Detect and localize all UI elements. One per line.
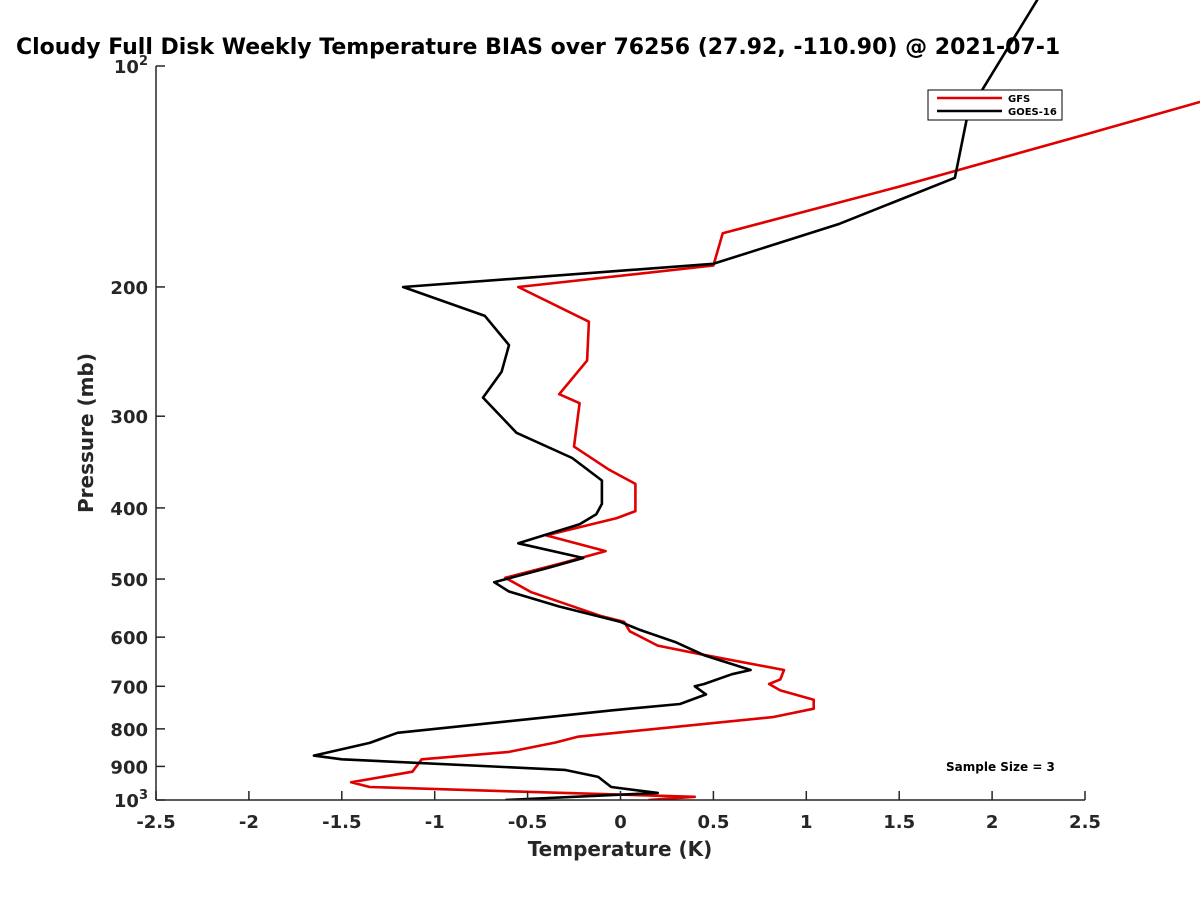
chart-title: Cloudy Full Disk Weekly Temperature BIAS…: [16, 35, 1060, 60]
y-tick-label: 103: [114, 788, 148, 812]
x-axis-label: Temperature (K): [528, 837, 713, 861]
x-tick-label: 2: [986, 812, 999, 833]
x-ticks: -2.5 -2 -1.5 -1 -0.5 0 0.5 1 1.5 2 2.5: [136, 791, 1101, 833]
y-tick-label: 900: [110, 757, 148, 778]
y-tick-label: 300: [110, 407, 148, 428]
x-tick-label: 1.5: [883, 812, 915, 833]
x-tick-label: -2: [239, 812, 259, 833]
legend-box: [927, 89, 1063, 121]
y-tick-label: 102: [114, 54, 148, 78]
y-tick-label: 200: [110, 278, 148, 299]
series-line-gfs: [349, 100, 1200, 800]
legend: GFS GOES-16: [927, 89, 1063, 121]
y-tick-label: 500: [110, 570, 148, 591]
legend-label: GOES-16: [1008, 107, 1057, 118]
x-tick-label: 1: [800, 812, 813, 833]
x-tick-label: -2.5: [136, 812, 175, 833]
y-ticks: 102 200 300 400 500 600 700 800 900 103: [110, 54, 165, 812]
x-tick-label: -1.5: [322, 812, 361, 833]
y-tick-label: 700: [110, 677, 148, 698]
y-axis-label: Pressure (mb): [74, 353, 98, 513]
x-tick-label: -0.5: [508, 812, 547, 833]
y-tick-label: 400: [110, 499, 148, 520]
x-tick-label: 0.5: [697, 812, 729, 833]
series-layer: [312, 0, 1200, 800]
legend-label: GFS: [1008, 94, 1030, 105]
series-line-goes-16: [312, 0, 1039, 800]
x-tick-label: -1: [425, 812, 445, 833]
x-tick-label: 0: [614, 812, 627, 833]
y-tick-label: 800: [110, 720, 148, 741]
axes-layer: [155, 66, 1085, 801]
x-tick-label: 2.5: [1069, 812, 1101, 833]
sample-size-annotation: Sample Size = 3: [946, 760, 1055, 774]
y-tick-label: 600: [110, 628, 148, 649]
